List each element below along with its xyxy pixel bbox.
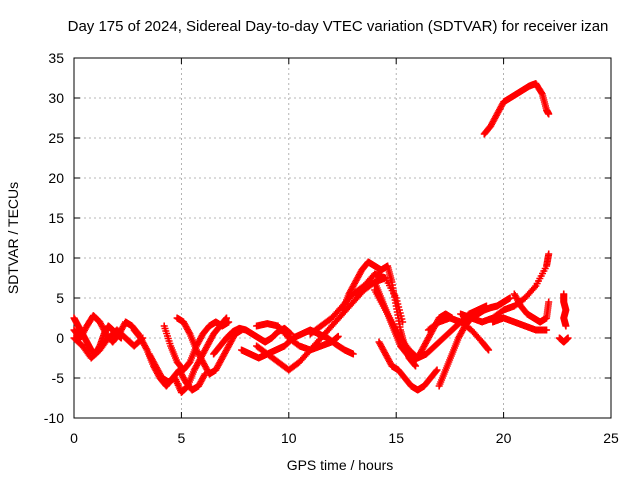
y-tick-label: 5: [56, 290, 64, 306]
data-point: [545, 250, 553, 258]
data-point: [530, 284, 538, 291]
y-tick-label: 15: [48, 210, 64, 226]
x-tick-label: 5: [178, 430, 186, 446]
data-point: [334, 332, 342, 340]
data-point: [432, 367, 440, 375]
series-arc-7: [173, 314, 246, 378]
series-arc-22: [560, 290, 570, 330]
data-point: [506, 294, 514, 302]
series-arc-20: [489, 314, 551, 334]
y-tick-label: 30: [48, 90, 64, 106]
x-tick-label: 0: [70, 430, 78, 446]
series-arc-15: [375, 338, 441, 394]
x-tick-label: 20: [496, 430, 512, 446]
data-point: [433, 366, 441, 374]
data-point: [222, 315, 230, 323]
data-point: [200, 372, 208, 379]
y-tick-label: 10: [48, 250, 64, 266]
axis-ticks: [73, 57, 612, 419]
x-tick-label: 25: [603, 430, 619, 446]
y-tick-label: -10: [44, 410, 64, 426]
data-point: [545, 298, 553, 306]
series-arc-19: [457, 250, 553, 326]
chart-title: Day 175 of 2024, Sidereal Day-to-day VTE…: [68, 18, 609, 35]
data-point: [484, 345, 492, 353]
grid-lines: [74, 58, 611, 418]
data-point: [545, 110, 553, 118]
data-point: [223, 314, 231, 322]
data-point: [562, 322, 570, 330]
x-axis-label: GPS time / hours: [287, 457, 394, 473]
x-tick-label: 10: [281, 430, 297, 446]
data-point: [485, 346, 493, 354]
data-point: [543, 326, 551, 334]
data-point: [412, 362, 420, 370]
y-tick-label: 20: [48, 170, 64, 186]
tick-labels: 0 5 10 15 20 25 -10 -5 0 5 10 15 20 25 30 35: [44, 50, 619, 446]
data-point: [564, 334, 572, 342]
y-tick-label: 35: [48, 50, 64, 66]
series-arc-10: [253, 320, 342, 354]
data-point: [537, 89, 545, 97]
series-arc-24: [480, 80, 553, 138]
series-arc-18: [424, 314, 493, 354]
series-arc-21: [510, 290, 553, 326]
series-arc-5: [160, 318, 233, 374]
data-point: [349, 350, 357, 358]
y-tick-label: 0: [56, 330, 64, 346]
x-tick-label: 15: [388, 430, 404, 446]
y-axis-label: SDTVAR / TECUs: [5, 182, 21, 294]
y-tick-label: -5: [52, 370, 65, 386]
plot-border: [73, 57, 612, 419]
data-marks: [70, 80, 572, 396]
series-arc-3: [70, 326, 147, 362]
series-arc-23: [555, 334, 572, 346]
y-tick-label: 25: [48, 130, 64, 146]
